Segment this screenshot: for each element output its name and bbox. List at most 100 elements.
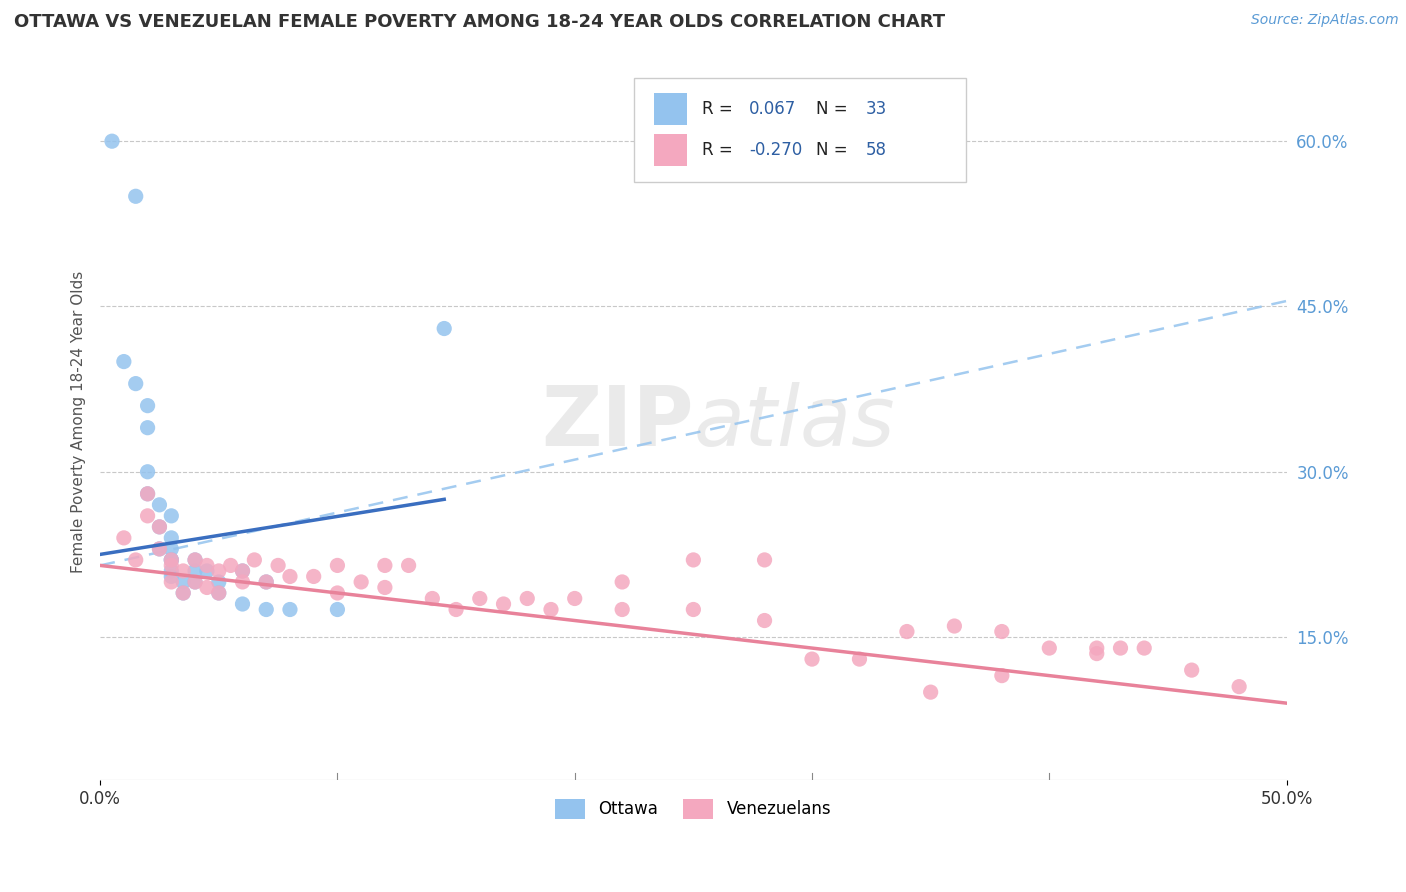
Point	[1085, 641, 1108, 656]
Point	[172, 586, 194, 600]
Point	[136, 465, 159, 479]
Point	[219, 558, 242, 573]
Point	[184, 574, 207, 589]
Point	[1227, 680, 1250, 694]
Point	[195, 564, 218, 578]
Point	[754, 614, 776, 628]
Point	[101, 134, 124, 148]
Point	[398, 558, 420, 573]
Bar	[654, 134, 688, 166]
Point	[160, 564, 183, 578]
Point	[231, 564, 253, 578]
Point	[433, 321, 456, 335]
Text: -0.270: -0.270	[749, 141, 803, 159]
Point	[184, 574, 207, 589]
Point	[112, 354, 135, 368]
Point	[350, 574, 373, 589]
Point	[148, 520, 170, 534]
Point	[148, 541, 170, 556]
Point	[492, 597, 515, 611]
Text: 58: 58	[866, 141, 886, 159]
Point	[184, 553, 207, 567]
Point	[896, 624, 918, 639]
Point	[754, 553, 776, 567]
Text: Source: ZipAtlas.com: Source: ZipAtlas.com	[1251, 13, 1399, 28]
Y-axis label: Female Poverty Among 18-24 Year Olds: Female Poverty Among 18-24 Year Olds	[72, 271, 86, 574]
Point	[112, 531, 135, 545]
Point	[208, 586, 231, 600]
Text: 0.067: 0.067	[749, 100, 796, 118]
Point	[1133, 641, 1156, 656]
Point	[848, 652, 870, 666]
Point	[184, 564, 207, 578]
Point	[136, 508, 159, 523]
Point	[468, 591, 491, 606]
Point	[254, 574, 277, 589]
Point	[278, 569, 301, 583]
Point	[136, 399, 159, 413]
Point	[326, 602, 349, 616]
Point	[160, 558, 183, 573]
Point	[231, 597, 253, 611]
Point	[326, 586, 349, 600]
Point	[160, 569, 183, 583]
Point	[160, 553, 183, 567]
Point	[172, 586, 194, 600]
Point	[612, 602, 634, 616]
Point	[991, 668, 1014, 682]
Point	[1181, 663, 1204, 677]
Point	[302, 569, 325, 583]
Point	[136, 487, 159, 501]
Text: OTTAWA VS VENEZUELAN FEMALE POVERTY AMONG 18-24 YEAR OLDS CORRELATION CHART: OTTAWA VS VENEZUELAN FEMALE POVERTY AMON…	[14, 13, 945, 31]
Text: R =: R =	[702, 100, 738, 118]
Point	[326, 558, 349, 573]
Point	[231, 574, 253, 589]
Point	[160, 541, 183, 556]
Point	[943, 619, 966, 633]
Text: R =: R =	[702, 141, 738, 159]
Point	[444, 602, 467, 616]
Point	[136, 420, 159, 434]
Point	[374, 558, 396, 573]
Point	[243, 553, 266, 567]
Text: atlas: atlas	[693, 382, 896, 463]
Point	[540, 602, 562, 616]
Point	[172, 564, 194, 578]
Point	[612, 574, 634, 589]
Point	[148, 498, 170, 512]
Point	[682, 602, 704, 616]
Point	[160, 553, 183, 567]
Point	[516, 591, 538, 606]
Point	[231, 564, 253, 578]
Point	[801, 652, 824, 666]
Point	[184, 553, 207, 567]
Point	[991, 624, 1014, 639]
Point	[172, 574, 194, 589]
Legend: Ottawa, Venezuelans: Ottawa, Venezuelans	[548, 792, 838, 826]
Point	[125, 553, 148, 567]
Point	[208, 564, 231, 578]
Text: N =: N =	[815, 100, 852, 118]
Point	[254, 602, 277, 616]
Point	[136, 487, 159, 501]
Point	[148, 520, 170, 534]
Text: 33: 33	[866, 100, 887, 118]
Point	[920, 685, 942, 699]
FancyBboxPatch shape	[634, 78, 966, 182]
Point	[682, 553, 704, 567]
Point	[125, 376, 148, 391]
Point	[564, 591, 586, 606]
Point	[195, 581, 218, 595]
Point	[374, 581, 396, 595]
Point	[254, 574, 277, 589]
Point	[160, 508, 183, 523]
Point	[1109, 641, 1132, 656]
Text: N =: N =	[815, 141, 852, 159]
Text: ZIP: ZIP	[541, 382, 693, 463]
Point	[208, 586, 231, 600]
Point	[208, 574, 231, 589]
Bar	[654, 93, 688, 125]
Point	[125, 189, 148, 203]
Point	[278, 602, 301, 616]
Point	[148, 541, 170, 556]
